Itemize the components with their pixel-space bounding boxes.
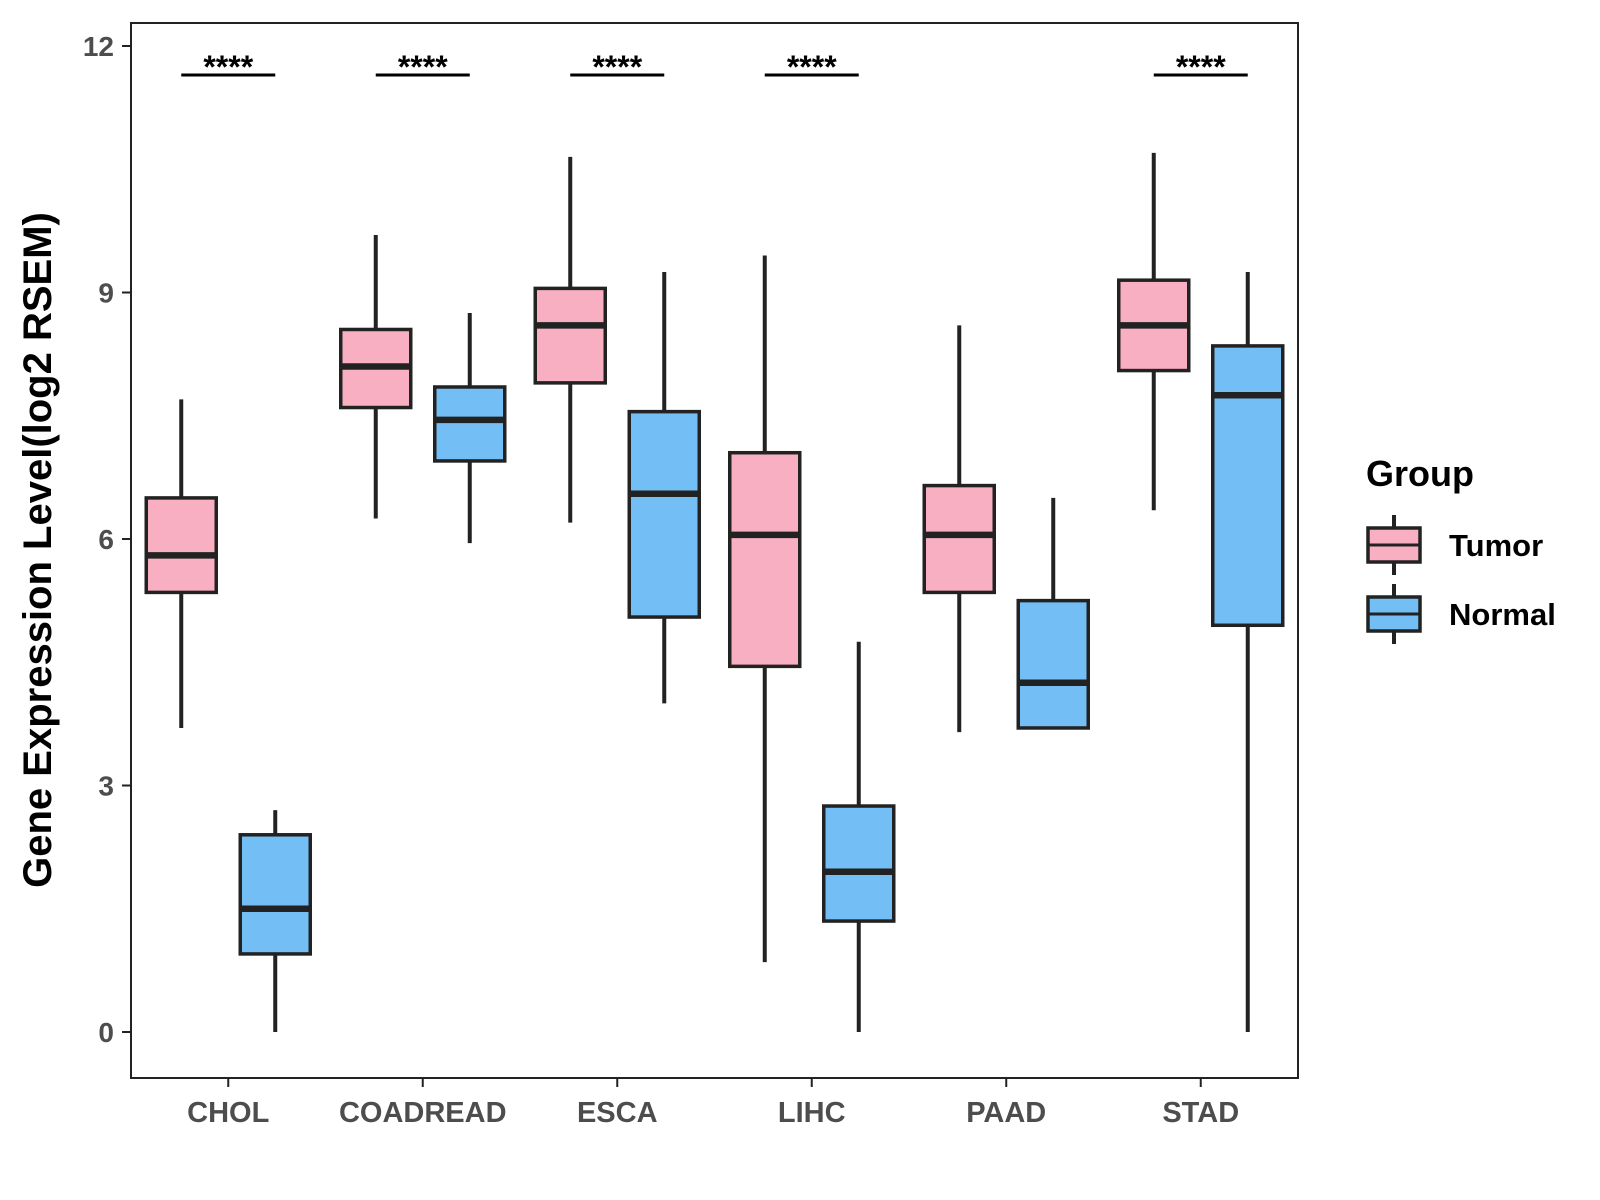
iqr-box <box>822 804 896 923</box>
iqr-box <box>144 496 218 595</box>
box-normal-esca <box>627 271 701 704</box>
significance-lihc: **** <box>764 49 859 85</box>
y-tick-label: 0 <box>98 1017 114 1048</box>
box-tumor-lihc <box>728 255 802 963</box>
legend-title: Group <box>1366 453 1474 494</box>
iqr-box <box>238 833 312 956</box>
significance-chol: **** <box>181 49 276 85</box>
x-tick-label: STAD <box>1162 1097 1239 1129</box>
box-tumor-coadread <box>339 234 413 519</box>
significance-annotations: **** **** **** **** **** <box>181 49 1248 85</box>
box-tumor-chol <box>144 399 218 728</box>
x-tick-label: LIHC <box>778 1097 846 1129</box>
y-axis-title: Gene Expression Level(log2 RSEM) <box>16 212 60 888</box>
significance-label: **** <box>1176 49 1226 85</box>
legend-item-normal: Normal <box>1366 584 1556 644</box>
box-normal-chol <box>238 810 312 1032</box>
box-normal-stad <box>1211 271 1285 1032</box>
box-tumor-paad <box>922 325 996 733</box>
box-normal-coadread <box>433 313 507 544</box>
significance-esca: **** <box>570 49 665 85</box>
boxes-layer <box>144 152 1285 1032</box>
box-tumor-stad <box>1117 152 1191 511</box>
x-tick-label: CHOL <box>187 1097 269 1129</box>
significance-stad: **** <box>1153 49 1248 85</box>
x-axis: CHOL COADREAD ESCA LIHC PAAD STAD <box>187 1078 1239 1129</box>
iqr-box <box>1016 598 1090 730</box>
significance-label: **** <box>592 49 642 85</box>
significance-label: **** <box>398 49 448 85</box>
legend-item-tumor: Tumor <box>1366 515 1543 575</box>
plot-panel <box>130 22 1299 1079</box>
significance-coadread: **** <box>375 49 470 85</box>
y-tick-label: 6 <box>98 524 114 555</box>
y-tick-label: 9 <box>98 278 114 309</box>
iqr-box <box>533 286 607 385</box>
iqr-box <box>433 385 507 463</box>
box-normal-lihc <box>822 641 896 1032</box>
x-tick-label: PAAD <box>966 1097 1046 1129</box>
iqr-box <box>1211 344 1285 628</box>
significance-label: **** <box>203 49 253 85</box>
significance-label: **** <box>787 49 837 85</box>
iqr-box <box>627 409 701 619</box>
y-tick-label: 12 <box>83 31 114 62</box>
iqr-box <box>728 450 802 669</box>
x-tick-label: ESCA <box>577 1097 658 1129</box>
y-axis: 0 3 6 9 12 <box>83 31 131 1048</box>
legend-label: Normal <box>1449 597 1556 632</box>
box-tumor-esca <box>533 156 607 523</box>
box-normal-paad <box>1016 497 1090 730</box>
legend: Group Tumor Normal <box>1366 453 1556 644</box>
x-tick-label: COADREAD <box>339 1097 507 1129</box>
legend-label: Tumor <box>1449 528 1543 563</box>
y-tick-label: 3 <box>98 770 114 801</box>
iqr-box <box>922 483 996 595</box>
